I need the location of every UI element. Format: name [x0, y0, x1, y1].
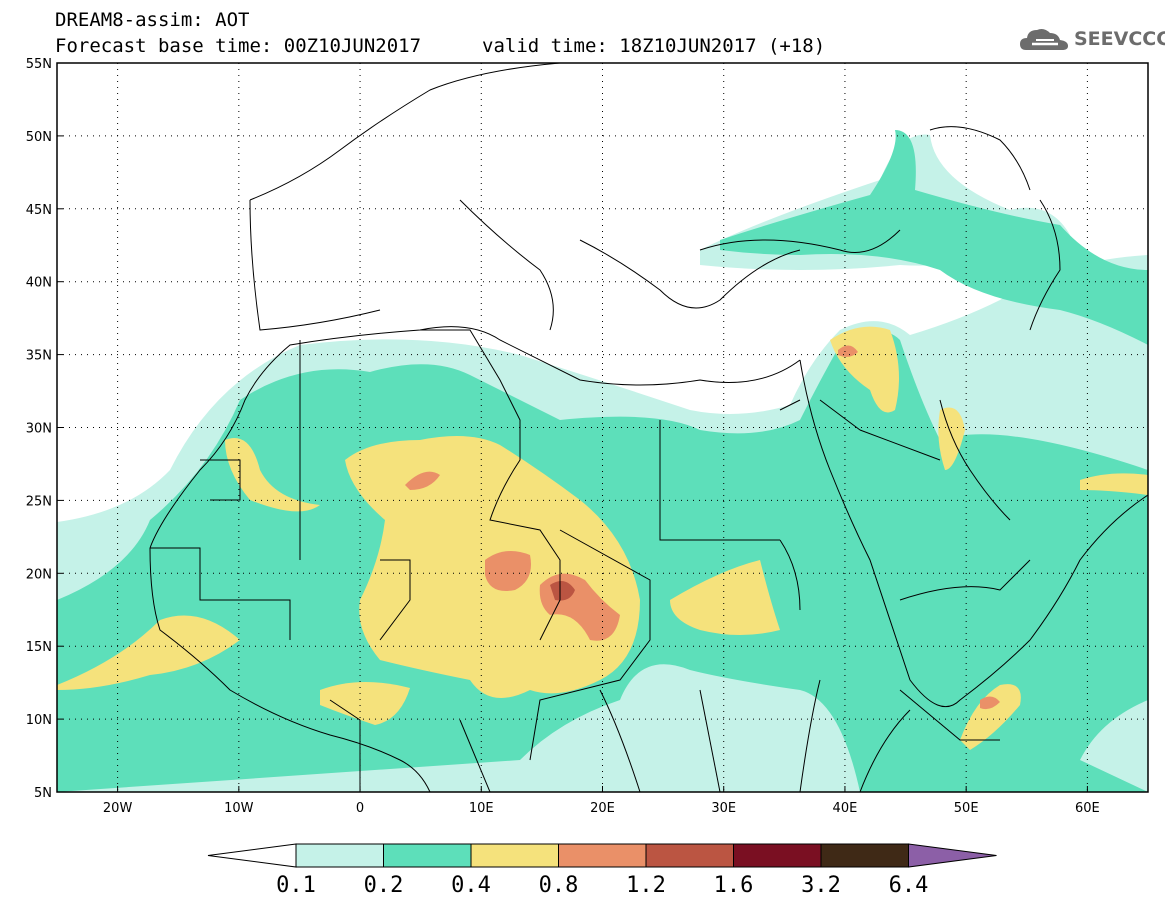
aot-contour-0.2-ne [720, 130, 1148, 345]
x-tick-label: 10E [469, 801, 494, 816]
colorbar-segment [207, 843, 297, 868]
y-tick-label: 35N [26, 349, 52, 364]
x-tick-label: 20W [103, 801, 133, 816]
x-tick-label: 10W [224, 801, 254, 816]
colorbar-label: 6.4 [889, 873, 929, 898]
aot-contour-0.4-iran [1080, 473, 1148, 495]
aot-contour-0.8-alg [405, 471, 440, 490]
y-tick-label: 30N [26, 422, 52, 437]
aot-contour-0.8-iraq [838, 345, 858, 357]
colorbar-label: 1.2 [626, 873, 666, 898]
x-tick-label: 0 [356, 801, 364, 816]
colorbar-segment [470, 843, 559, 868]
x-tick-label: 30E [711, 801, 736, 816]
colorbar-label: 3.2 [801, 873, 841, 898]
y-axis: 55N 50N 45N 40N 35N 30N 25N 20N 15N 10N 5N [26, 57, 63, 801]
colorbar-label: 0.1 [276, 873, 316, 898]
y-tick-label: 55N [26, 57, 52, 72]
colorbar-segment [645, 843, 734, 868]
colorbar-segment [558, 843, 647, 868]
y-tick-label: 5N [34, 786, 52, 801]
colorbar-segment [295, 843, 384, 868]
aot-contour-0.4-wafr [57, 615, 240, 690]
aot-contour-0.4-gulf [938, 407, 965, 470]
y-tick-label: 20N [26, 567, 52, 582]
aot-contour-0.4-nig [320, 681, 410, 725]
colorbar-label: 0.2 [364, 873, 404, 898]
aot-contour-0.4-w [225, 438, 320, 512]
colorbar-segment [908, 843, 997, 868]
logo-text: SEEVCCC [1074, 28, 1165, 50]
aot-contour-0.4-sudan [670, 560, 780, 635]
y-tick-label: 50N [26, 130, 52, 145]
aot-contour-1.2 [550, 581, 575, 601]
y-tick-label: 10N [26, 713, 52, 728]
aot-contour-0.8 [485, 551, 531, 591]
y-tick-label: 15N [26, 640, 52, 655]
y-tick-label: 40N [26, 276, 52, 291]
colorbar-label: 0.8 [539, 873, 579, 898]
y-tick-label: 45N [26, 203, 52, 218]
valid-time: valid time: 18Z10JUN2017 (+18) [482, 35, 826, 57]
colorbar-segment [733, 843, 822, 868]
y-tick-label: 25N [26, 494, 52, 509]
x-tick-label: 60E [1075, 801, 1100, 816]
coastlines [149, 63, 1148, 792]
aot-fields [57, 130, 1148, 792]
colorbar: 0.1 0.2 0.4 0.8 1.2 1.6 3.2 6.4 [207, 843, 997, 898]
colorbar-segment [820, 843, 909, 868]
x-axis: 20W 10W 0 10E 20E 30E 40E 50E 60E [103, 786, 1100, 816]
map-title: DREAM8-assim: AOT [55, 9, 250, 31]
colorbar-label: 0.4 [451, 873, 491, 898]
x-tick-label: 20E [590, 801, 615, 816]
aot-contour-0.4-yemen [960, 684, 1021, 750]
x-tick-label: 40E [833, 801, 858, 816]
colorbar-segment [383, 843, 472, 868]
colorbar-label: 1.6 [714, 873, 754, 898]
aot-contour-0.8-yemen [980, 696, 1000, 710]
x-tick-label: 50E [954, 801, 979, 816]
cloud-icon [1020, 29, 1068, 50]
forecast-base-time: Forecast base time: 00Z10JUN2017 [55, 35, 422, 57]
